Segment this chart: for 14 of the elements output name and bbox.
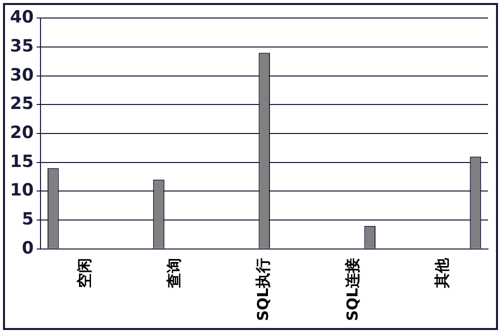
- y-tick-label: 20: [10, 122, 34, 143]
- y-tick-label: 40: [10, 8, 34, 28]
- y-tick-label: 30: [10, 65, 34, 86]
- y-tick-label: 10: [10, 180, 34, 201]
- x-tick-label: 查询: [164, 258, 183, 289]
- y-tick-label: 25: [10, 94, 34, 114]
- x-tick-label: SQL执行: [254, 258, 272, 322]
- y-tick-label: 15: [10, 152, 34, 172]
- y-tick-label: 35: [10, 36, 34, 56]
- y-tick-label: 5: [22, 209, 34, 230]
- x-tick-label: 空闲: [75, 258, 94, 288]
- x-tick-label: SQL连接: [344, 258, 362, 322]
- x-tick-label: 其他: [433, 256, 452, 289]
- y-tick-label: 0: [22, 238, 34, 258]
